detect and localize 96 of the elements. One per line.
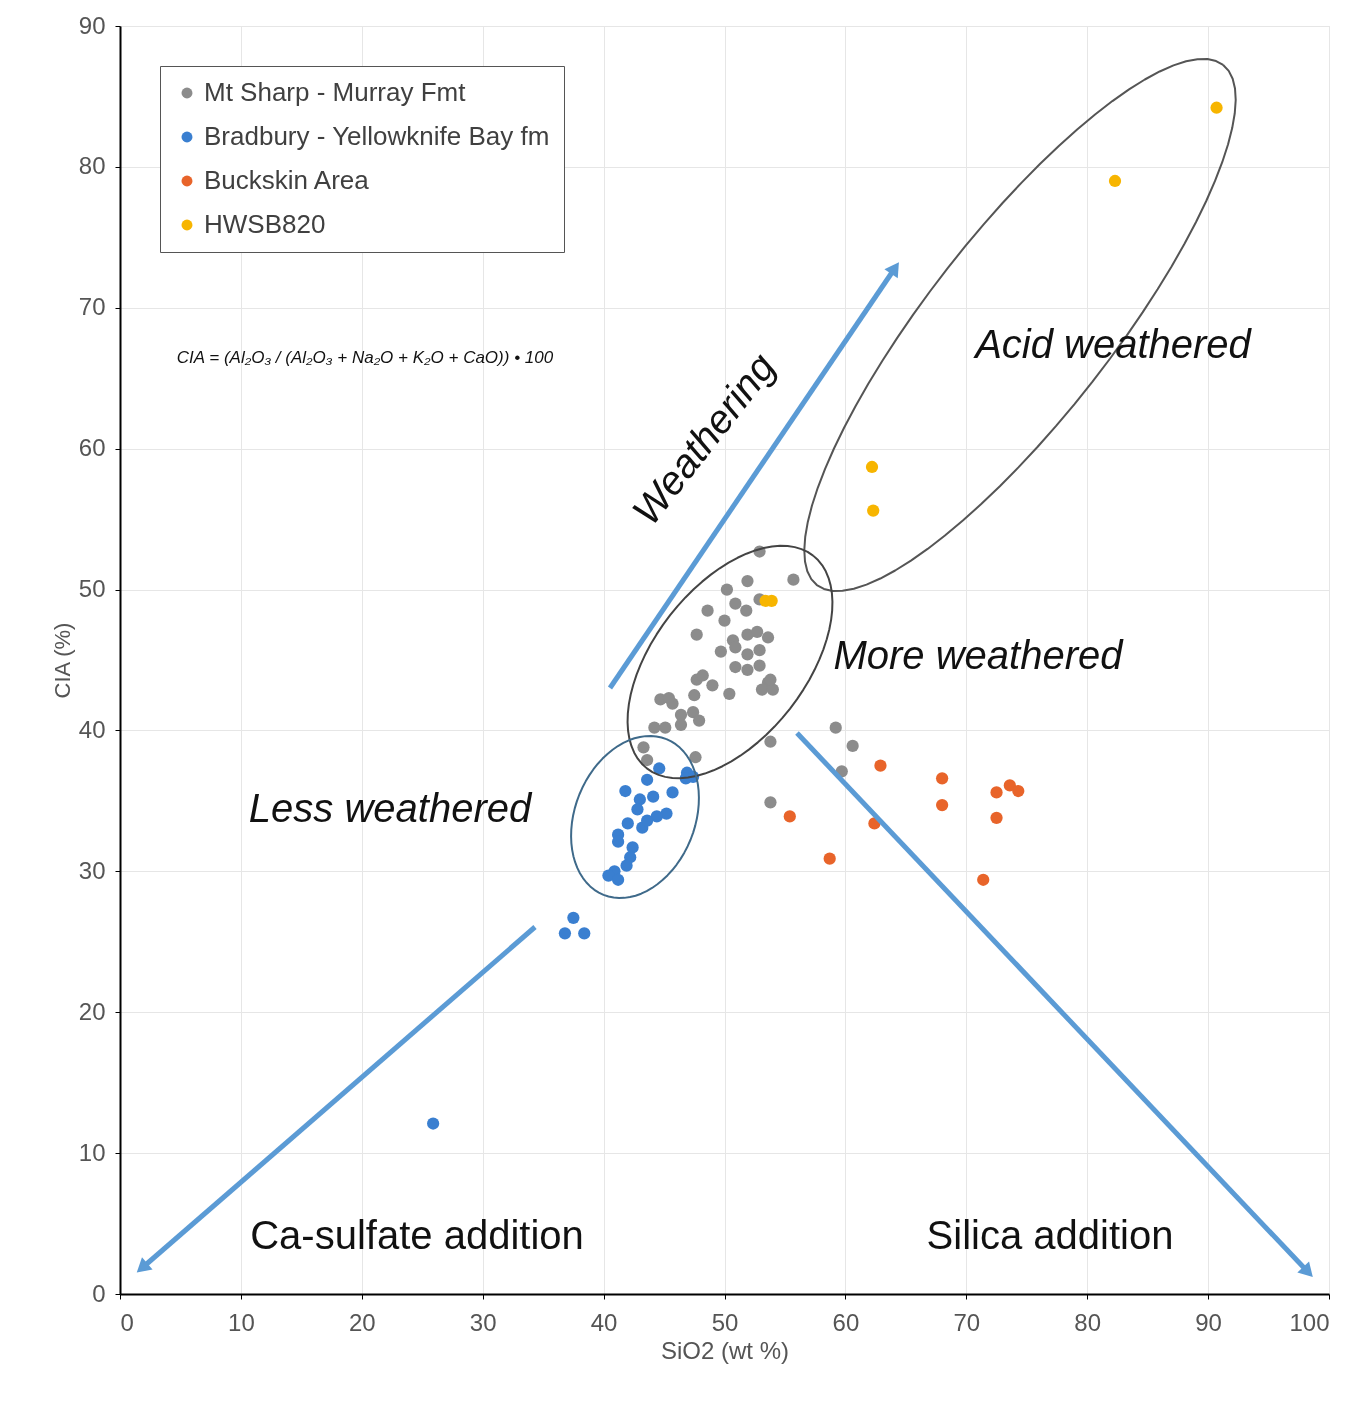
point xyxy=(690,628,703,641)
point xyxy=(701,604,714,617)
legend-label: Buckskin Area xyxy=(204,165,370,195)
y-tick-label: 50 xyxy=(78,575,106,603)
y-axis-title: CIA (%) xyxy=(49,622,75,699)
point xyxy=(619,784,632,798)
point xyxy=(650,810,663,823)
point xyxy=(723,687,736,700)
x-tick-label: 100 xyxy=(1289,1308,1330,1336)
point xyxy=(648,721,661,734)
x-tick-label: 80 xyxy=(1074,1308,1102,1336)
point xyxy=(674,718,688,731)
point xyxy=(753,644,766,657)
point xyxy=(755,683,769,696)
point xyxy=(1012,784,1025,798)
y-tick-label: 0 xyxy=(92,1279,106,1307)
point xyxy=(741,663,754,676)
x-axis-title: SiO2 (wt %) xyxy=(660,1336,790,1364)
point xyxy=(696,669,709,682)
point xyxy=(764,796,777,809)
point xyxy=(787,573,800,586)
point xyxy=(829,721,842,734)
point xyxy=(637,741,650,754)
point xyxy=(647,790,660,803)
point xyxy=(823,852,836,865)
x-tick-label: 30 xyxy=(469,1308,497,1336)
point xyxy=(631,803,644,816)
point xyxy=(621,817,634,830)
x-tick-label: 70 xyxy=(953,1308,981,1336)
x-tick-label: 50 xyxy=(711,1308,739,1336)
x-tick-label: 60 xyxy=(832,1308,860,1336)
y-tick-label: 60 xyxy=(78,434,106,462)
x-tick-label: 10 xyxy=(228,1308,255,1336)
point xyxy=(674,708,688,722)
y-tick-label: 40 xyxy=(78,715,106,743)
point xyxy=(692,714,706,727)
point xyxy=(753,659,766,672)
point xyxy=(729,660,742,674)
point xyxy=(741,574,754,588)
point xyxy=(729,641,742,654)
point xyxy=(653,762,666,775)
point xyxy=(740,604,753,617)
point xyxy=(686,706,700,719)
point xyxy=(751,625,764,638)
x-tick-label: 90 xyxy=(1195,1308,1222,1336)
point xyxy=(729,597,742,610)
point xyxy=(666,786,679,799)
point xyxy=(741,648,754,661)
x-tick-label: 20 xyxy=(348,1308,376,1336)
legend-label: Bradbury - Yellowknife Bay fm xyxy=(204,121,550,151)
point xyxy=(761,631,775,644)
point xyxy=(865,460,879,474)
point xyxy=(874,759,887,772)
point xyxy=(867,504,880,517)
annotation: More weathered xyxy=(833,633,1125,677)
y-tick-label: 90 xyxy=(78,11,106,39)
y-tick-label: 10 xyxy=(78,1138,106,1166)
annotation: Less weathered xyxy=(248,786,533,830)
point xyxy=(1210,101,1223,114)
point xyxy=(720,583,734,596)
point xyxy=(706,679,719,692)
legend-label: HWSB820 xyxy=(204,209,326,239)
point xyxy=(936,772,949,785)
point xyxy=(688,689,701,702)
point xyxy=(783,810,796,823)
legend-label: Mt Sharp - Murray Fmt xyxy=(204,77,467,107)
point xyxy=(578,927,591,940)
point xyxy=(641,753,654,767)
point xyxy=(846,739,859,753)
point xyxy=(620,859,633,872)
point xyxy=(718,614,731,627)
point xyxy=(1108,174,1122,188)
point xyxy=(936,799,949,812)
point xyxy=(689,751,702,764)
annotation: CIA = (Al₂O₃ / (Al₂O₃ + Na₂O + K₂O + CaO)) • 100 xyxy=(176,348,554,367)
point xyxy=(611,873,625,886)
y-tick-label: 20 xyxy=(78,997,106,1025)
annotation: Ca-sulfate addition xyxy=(250,1213,584,1257)
annotation: Silica addition xyxy=(926,1213,1174,1257)
point xyxy=(558,927,572,940)
y-tick-label: 80 xyxy=(78,152,106,180)
point xyxy=(990,786,1003,799)
point xyxy=(764,735,777,748)
point xyxy=(641,773,654,786)
point xyxy=(659,721,672,734)
point xyxy=(990,811,1003,824)
x-tick-label: 40 xyxy=(590,1308,618,1336)
y-tick-label: 30 xyxy=(78,856,106,884)
point xyxy=(567,911,580,924)
point xyxy=(427,1117,440,1130)
point xyxy=(977,873,990,886)
x-tick-label: 0 xyxy=(120,1308,134,1336)
point xyxy=(662,691,676,705)
y-tick-label: 70 xyxy=(78,293,106,321)
point xyxy=(641,814,654,827)
point xyxy=(714,645,727,658)
